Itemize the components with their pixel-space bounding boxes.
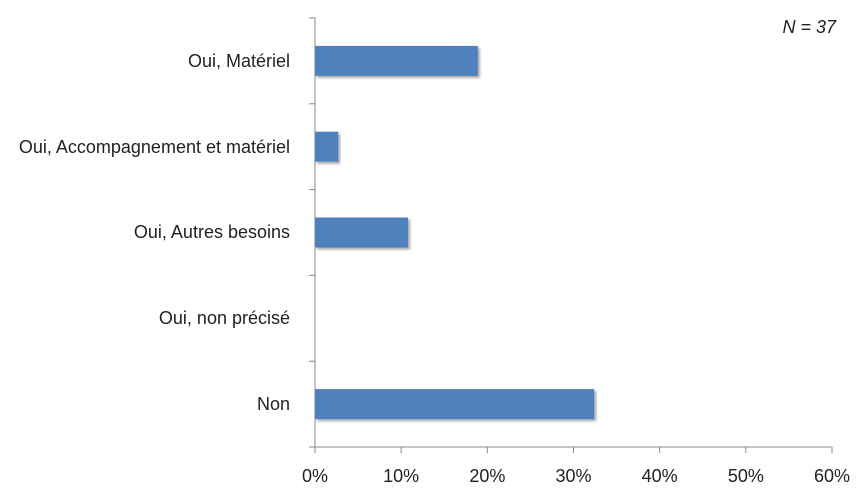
y-tick-label: Non	[256, 394, 290, 415]
category-label-box: Oui, non précisé	[0, 275, 290, 361]
category-label-box: Non	[0, 361, 290, 447]
x-tick-label: 50%	[728, 466, 764, 486]
x-tick-label: 60%	[814, 466, 850, 486]
y-tick-label: Oui, Autres besoins	[133, 222, 290, 243]
x-tick-label: 10%	[383, 466, 419, 486]
x-tick-label: 40%	[642, 466, 678, 486]
category-label-box: Oui, Matériel	[0, 18, 290, 104]
x-tick-label: 30%	[555, 466, 591, 486]
bar	[315, 389, 595, 420]
y-tick-label: Oui, Accompagnement et matériel	[18, 136, 290, 157]
category-label-box: Oui, Autres besoins	[0, 190, 290, 276]
x-tick-label: 20%	[469, 466, 505, 486]
category-label-box: Oui, Accompagnement et matériel	[0, 104, 290, 190]
x-tick-label: 0%	[302, 466, 328, 486]
bar	[315, 45, 478, 76]
bar	[315, 217, 409, 248]
y-tick-label: Oui, non précisé	[158, 308, 290, 329]
annotation: N = 37	[782, 17, 836, 37]
bar	[315, 131, 339, 162]
y-tick-label: Oui, Matériel	[187, 50, 290, 71]
